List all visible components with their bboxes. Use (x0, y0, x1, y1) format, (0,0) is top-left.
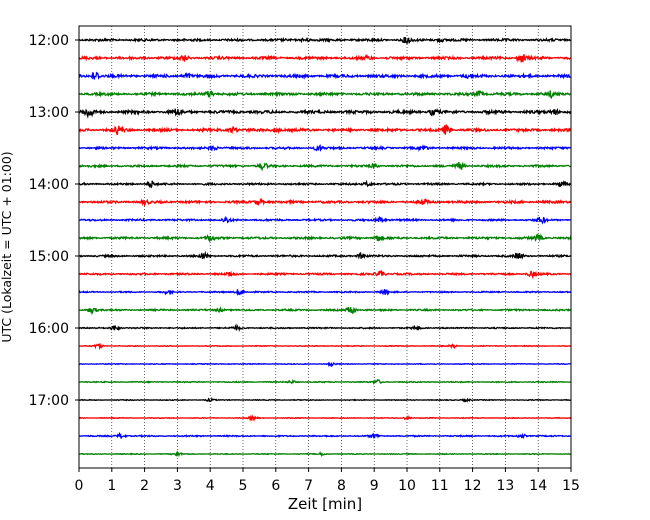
trace-1745 (78, 450, 572, 458)
trace-1530 (78, 288, 572, 297)
trace-1345 (78, 161, 572, 172)
trace-1400 (78, 179, 572, 189)
x-tick-label-4: 4 (206, 478, 215, 494)
y-tick-label-5: 17:00 (29, 393, 69, 409)
trace-1230 (78, 71, 572, 81)
x-axis-label: Zeit [min] (288, 495, 362, 513)
trace-1700 (78, 396, 572, 403)
trace-1515 (78, 270, 572, 280)
x-tick-label-0: 0 (75, 478, 84, 494)
y-tick-label-3: 15:00 (29, 249, 69, 265)
x-tick-label-6: 6 (271, 478, 280, 494)
x-tick-label-12: 12 (464, 478, 482, 494)
x-tick-label-9: 9 (370, 478, 379, 494)
trace-1215 (78, 54, 572, 63)
y-tick-label-2: 14:00 (29, 177, 69, 193)
trace-1330 (78, 143, 572, 153)
plot-background (79, 26, 571, 468)
trace-1300 (78, 107, 572, 119)
trace-1200 (78, 36, 572, 45)
trace-1615 (78, 342, 572, 351)
x-axis-ticks: 0 1 2 3 4 5 6 7 8 9 10 11 12 13 14 15 (75, 468, 580, 494)
trace-1715 (78, 414, 572, 422)
trace-1415 (78, 197, 572, 207)
x-tick-label-5: 5 (239, 478, 248, 494)
x-tick-label-8: 8 (337, 478, 346, 494)
x-tick-label-2: 2 (140, 478, 149, 494)
trace-1245 (78, 90, 572, 100)
trace-1445 (78, 233, 572, 243)
trace-1730 (78, 431, 572, 440)
x-tick-label-13: 13 (496, 478, 514, 494)
y-tick-label-4: 16:00 (29, 321, 69, 337)
trace-1600 (78, 323, 572, 332)
y-axis-ticks: 12:00 13:00 14:00 15:00 16:00 17:00 (29, 33, 79, 409)
trace-1430 (78, 215, 572, 225)
x-tick-label-3: 3 (173, 478, 182, 494)
x-tick-label-11: 11 (431, 478, 449, 494)
seismic-traces (78, 36, 572, 458)
trace-1500 (78, 250, 572, 260)
x-tick-label-1: 1 (107, 478, 116, 494)
trace-1630 (78, 361, 572, 368)
x-tick-label-7: 7 (304, 478, 313, 494)
y-axis-label: UTC (Lokalzeit = UTC + 01:00) (0, 151, 14, 342)
x-tick-label-15: 15 (562, 478, 580, 494)
plot-frame (78, 25, 572, 469)
trace-1645 (78, 378, 572, 386)
x-tick-label-10: 10 (398, 478, 416, 494)
x-tick-label-14: 14 (529, 478, 547, 494)
y-tick-label-0: 12:00 (29, 33, 69, 49)
trace-1545 (78, 306, 572, 316)
trace-1315 (78, 123, 572, 136)
y-tick-label-1: 13:00 (29, 105, 69, 121)
